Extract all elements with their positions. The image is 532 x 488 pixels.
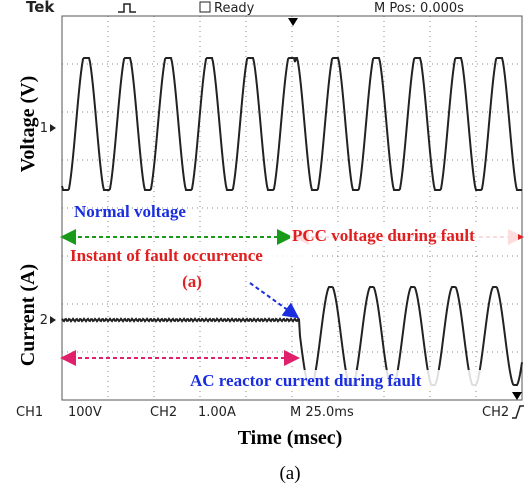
figure: Tek Ready M Pos: 0.000s 1 2 Voltage (V) …: [0, 0, 532, 488]
trigger-source: CH2: [482, 405, 509, 420]
y-axis-label-current: Current (A): [17, 264, 39, 366]
status: Ready: [214, 1, 255, 16]
pcc-label: PCC voltage during fault: [292, 226, 475, 245]
instant-tag: (a): [182, 272, 202, 291]
ch2-scale: 1.00A: [198, 405, 236, 420]
instant-label: Instant of fault occurrence: [70, 246, 263, 265]
normal-voltage-label: Normal voltage: [74, 202, 186, 221]
ch1-marker: 1: [40, 121, 48, 136]
timebase: M 25.0ms: [290, 405, 354, 420]
ch2-marker: 2: [40, 313, 48, 328]
reactor-label: AC reactor current during fault: [190, 371, 422, 390]
ch2-label: CH2: [150, 405, 177, 420]
x-axis-label: Time (msec): [238, 427, 343, 449]
ch1-label: CH1: [16, 405, 43, 420]
ch1-scale: 100V: [68, 405, 102, 420]
y-axis-label-voltage: Voltage (V): [17, 76, 39, 172]
caption: (a): [279, 463, 300, 484]
position: M Pos: 0.000s: [374, 1, 464, 16]
brand: Tek: [26, 0, 55, 16]
